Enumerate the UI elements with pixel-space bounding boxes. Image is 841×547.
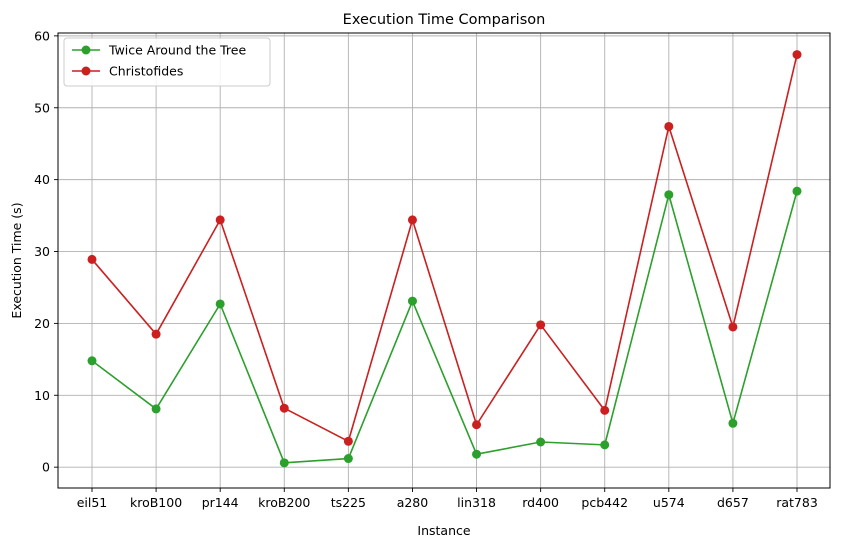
y-tick-label: 30 <box>34 244 50 259</box>
y-tick-label: 50 <box>34 100 50 115</box>
series-layer <box>87 50 802 468</box>
data-point <box>536 437 546 447</box>
x-tick-label: pcb442 <box>581 495 628 510</box>
data-point <box>600 405 610 415</box>
data-point <box>664 190 674 200</box>
data-point <box>343 454 353 464</box>
x-axis-label: Instance <box>417 523 470 538</box>
y-tick-label: 0 <box>42 460 50 475</box>
data-point <box>600 440 610 450</box>
data-point <box>472 420 482 430</box>
x-tick-label: ts225 <box>331 495 366 510</box>
legend-label-twice-around: Twice Around the Tree <box>108 43 246 58</box>
plot-area-frame <box>57 32 831 489</box>
x-tick-label: rd400 <box>522 495 559 510</box>
x-tick-label: kroB200 <box>258 495 310 510</box>
y-axis-label: Execution Time (s) <box>9 202 24 318</box>
legend: Twice Around the Tree Christofides <box>63 37 271 87</box>
legend-marker-christofides <box>81 66 91 76</box>
data-point <box>343 436 353 446</box>
series-line <box>91 54 798 443</box>
data-point <box>279 458 289 468</box>
x-tick-label: kroB100 <box>130 495 182 510</box>
y-tick-label: 10 <box>34 388 50 403</box>
data-point <box>87 254 97 264</box>
axis-ticks: eil51 kroB100 pr144 kroB200 ts225 a280 lin318 r… <box>34 28 818 510</box>
y-tick-label: 40 <box>34 172 50 187</box>
x-tick-label: d657 <box>717 495 749 510</box>
data-point <box>792 50 802 60</box>
data-point <box>151 329 161 339</box>
data-point <box>472 449 482 459</box>
data-point <box>664 121 674 131</box>
legend-label-christofides: Christofides <box>109 64 183 79</box>
legend-marker-twice-around <box>81 45 91 55</box>
x-tick-label: pr144 <box>202 495 239 510</box>
x-tick-label: rat783 <box>776 495 818 510</box>
data-point <box>215 215 225 225</box>
series-0 <box>87 186 802 468</box>
chart-title: Execution Time Comparison <box>343 12 546 28</box>
y-tick-label: 20 <box>34 316 50 331</box>
data-point <box>728 322 738 332</box>
series-1 <box>87 50 802 446</box>
data-point <box>279 403 289 413</box>
x-tick-label: lin318 <box>457 495 496 510</box>
data-point <box>792 186 802 196</box>
data-point <box>87 356 97 366</box>
legend-box <box>63 37 271 87</box>
x-tick-label: u574 <box>653 495 685 510</box>
data-point <box>151 404 161 414</box>
series-line <box>91 190 798 464</box>
data-point <box>536 320 546 330</box>
y-tick-label: 60 <box>34 28 50 43</box>
data-point <box>407 296 417 306</box>
data-point <box>407 215 417 225</box>
data-point <box>215 299 225 309</box>
x-tick-label: a280 <box>397 495 429 510</box>
data-point <box>728 418 738 428</box>
x-tick-label: eil51 <box>77 495 108 510</box>
